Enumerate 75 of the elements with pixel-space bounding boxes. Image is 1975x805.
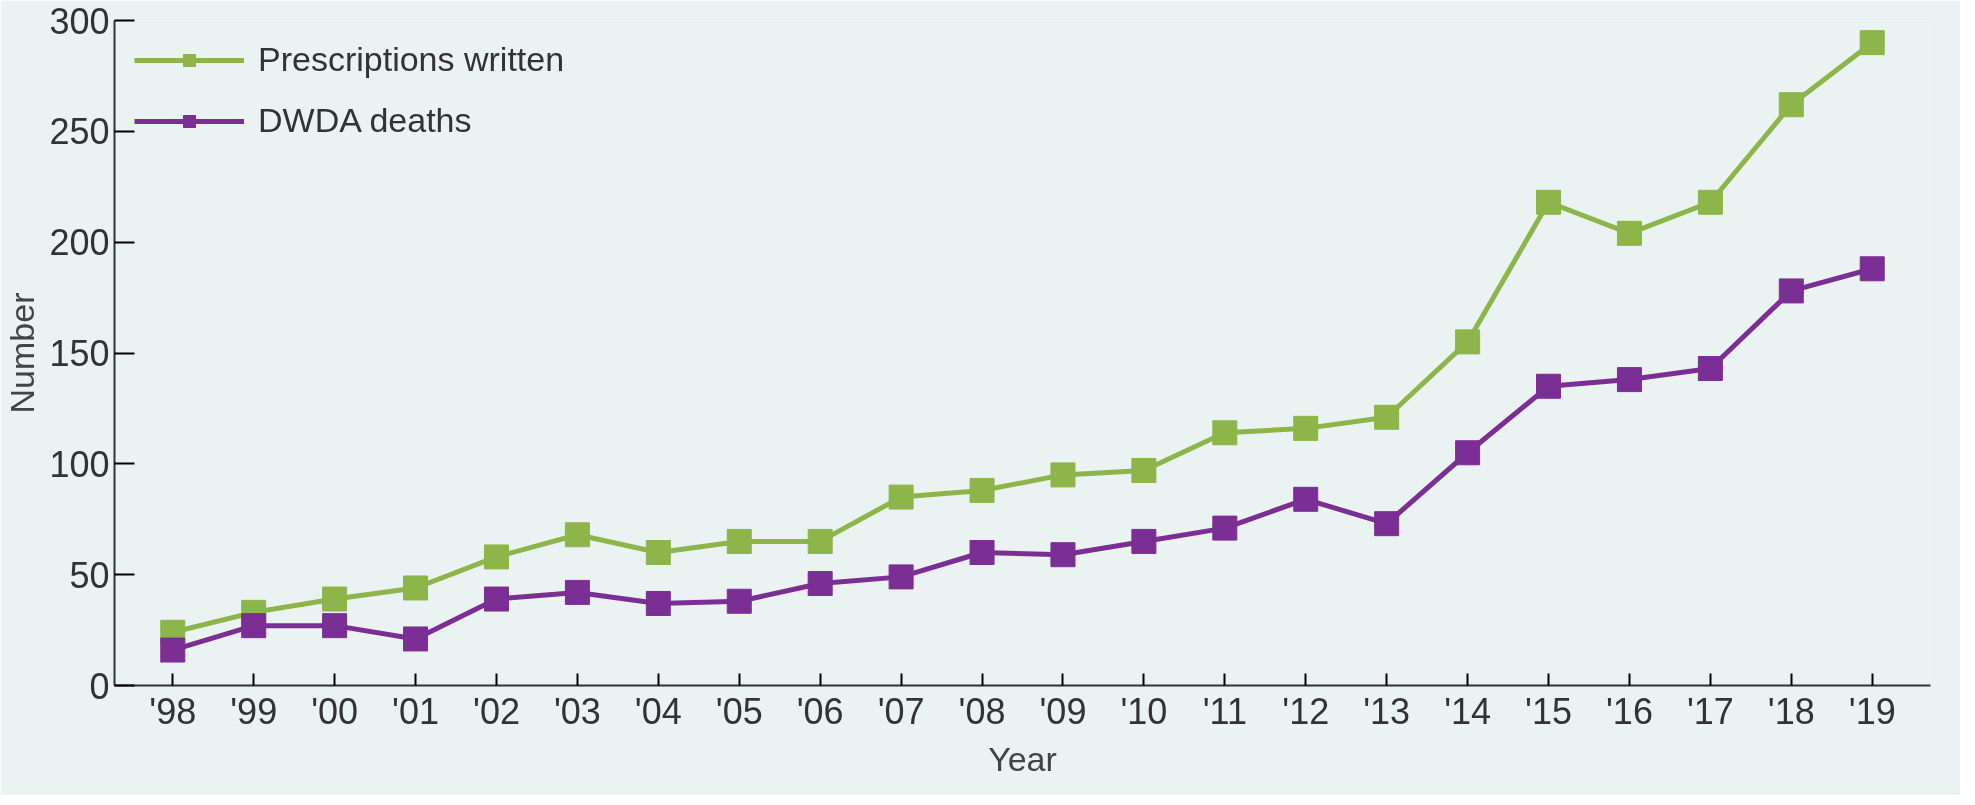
x-tick-label: '10 [1120,690,1168,732]
point [1455,329,1481,355]
point [969,477,995,503]
point [1778,92,1804,118]
point [1859,256,1885,282]
point [1616,367,1642,393]
x-tick-label: '99 [230,690,278,732]
point [1697,189,1723,215]
x-tick-label: '14 [1444,690,1492,732]
x-tick-label: '02 [473,690,520,732]
point [888,484,914,510]
point [645,590,671,616]
y-tick-label: 150 [49,333,110,374]
point [807,571,833,597]
point [403,626,429,652]
y-tick-label: 300 [49,0,110,42]
x-tick-label: '08 [958,690,1006,732]
x-tick-label: '05 [715,690,763,732]
point [726,528,752,554]
point [1212,420,1238,446]
x-tick-label: '01 [392,690,440,732]
x-tick-label: '04 [634,690,682,732]
x-tick-label: '07 [877,690,925,732]
y-tick-label: 50 [69,554,110,596]
point [1455,440,1481,466]
point [322,586,348,612]
point [1050,542,1076,568]
point [1293,415,1319,441]
x-tick-label: '13 [1363,690,1411,732]
point [1536,373,1562,399]
point [645,540,671,565]
y-tick-label: 0 [89,665,110,707]
point [564,522,590,548]
point [403,575,429,601]
y-tick-label: 200 [49,222,110,264]
legend-label: Prescriptions written [258,40,565,79]
x-tick-label: '98 [149,690,197,732]
x-tick-label: '15 [1525,690,1572,732]
point [1050,462,1076,488]
point [969,540,995,565]
point [1212,515,1238,541]
x-tick-label: '19 [1848,690,1896,732]
point [1131,528,1157,554]
x-tick-label: '18 [1767,690,1815,732]
point [1131,457,1157,483]
y-tick-label: 100 [49,443,110,485]
point [726,588,752,614]
x-axis-title: Year [988,739,1057,778]
x-tick-label: '00 [311,690,359,732]
x-tick-label: '16 [1605,690,1653,732]
point [241,613,267,639]
x-tick-label: '11 [1202,690,1247,732]
x-tick-label: '12 [1282,690,1330,732]
x-tick-label: '03 [553,690,601,732]
point [888,564,914,590]
x-tick-label: '06 [796,690,844,732]
point [483,544,509,570]
point [807,528,833,554]
point [1536,189,1562,215]
point [160,637,186,663]
point [1697,356,1723,382]
point [1293,486,1319,512]
point [1859,30,1885,56]
point [1616,220,1642,246]
y-tick-label: 250 [49,111,110,153]
point [1374,404,1400,430]
point [322,613,348,639]
point [483,586,509,612]
point [1374,511,1400,537]
y-axis-title: Number [3,292,42,414]
point [1778,278,1804,304]
x-tick-label: '09 [1039,690,1087,732]
legend-label: DWDA deaths [258,101,472,140]
x-tick-label: '17 [1686,690,1734,732]
point [564,579,590,605]
